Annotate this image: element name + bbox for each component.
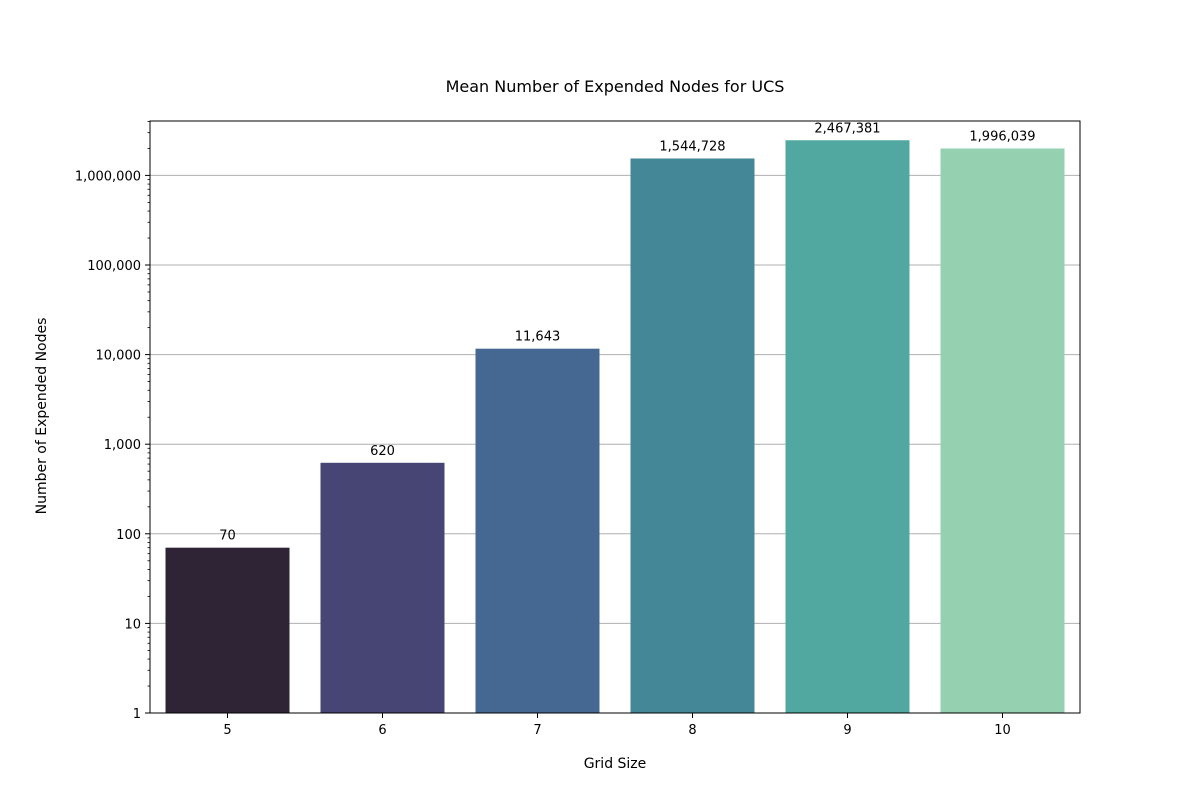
bar (785, 140, 910, 714)
y-axis-label: Number of Expended Nodes (34, 318, 50, 515)
plot-frame (149, 120, 1081, 714)
axes: 5 6 7 8 9 10 1 10 100 1,000 10,000 100,000 1,000,000 (75, 120, 1081, 738)
grid-lines (150, 174, 1080, 714)
bar-value-labels: 70 620 11,643 1,544,728 2,467,381 1,996,039 (219, 121, 1035, 543)
bar-value-label: 620 (370, 444, 395, 459)
x-tick-label: 6 (378, 723, 386, 738)
x-tick-label: 7 (533, 723, 541, 738)
y-tick-label: 1,000,000 (75, 169, 141, 184)
x-tick-label: 10 (994, 723, 1011, 738)
x-tick-label: 9 (843, 723, 851, 738)
bar-value-label: 2,467,381 (814, 121, 880, 136)
x-axis-label: Grid Size (584, 756, 647, 772)
y-tick-label: 1,000 (104, 438, 141, 453)
bar-value-label: 1,544,728 (659, 139, 725, 154)
bars (165, 140, 1065, 714)
x-tick-label: 5 (223, 723, 231, 738)
bar-value-label: 11,643 (515, 330, 561, 345)
y-tick-label: 100,000 (87, 259, 141, 274)
bar-value-label: 1,996,039 (969, 130, 1035, 145)
bar (940, 148, 1065, 713)
y-tick-label: 10 (124, 617, 141, 632)
y-tick-label: 100 (116, 528, 141, 543)
y-tick-label: 1 (133, 707, 141, 722)
chart-title: Mean Number of Expended Nodes for UCS (446, 77, 785, 96)
y-tick-label: 10,000 (96, 349, 142, 364)
bar (320, 462, 445, 713)
x-tick-label: 8 (688, 723, 696, 738)
bar (630, 158, 755, 713)
bar (165, 547, 290, 713)
bar-value-label: 70 (219, 529, 236, 544)
bar (475, 348, 600, 713)
